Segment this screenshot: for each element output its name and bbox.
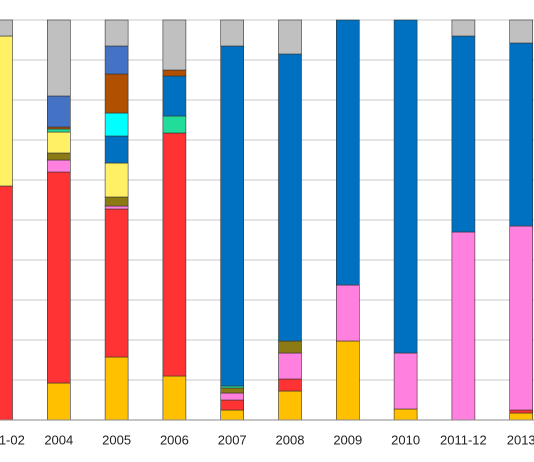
bar-segment: [162, 132, 187, 377]
x-tick-label: 2008: [276, 432, 305, 447]
bar-segment: [104, 112, 129, 137]
bar-segment: [104, 19, 129, 47]
x-tick-label: 2006: [160, 432, 189, 447]
bar-segment: [451, 19, 476, 37]
bar-segment: [278, 53, 302, 342]
x-tick-label: 2009: [333, 432, 362, 447]
x-tick-label: 2001-02: [0, 432, 25, 447]
bar-segment: [278, 19, 302, 55]
bar-segment: [509, 412, 534, 421]
bar-segment: [46, 19, 71, 97]
bar-segment: [335, 19, 360, 286]
bar-segment: [509, 19, 534, 44]
bar-segment: [162, 19, 187, 71]
bar-segment: [104, 196, 129, 207]
bar-segment: [220, 19, 244, 47]
bar-segment: [46, 95, 71, 128]
bar-segment: [104, 208, 129, 358]
bar-segment: [451, 231, 476, 421]
x-tick-label: 2013: [507, 432, 534, 447]
bar-segment: [104, 356, 129, 421]
x-tick-label: 2010: [391, 432, 420, 447]
bar-segment: [220, 409, 244, 421]
bar-segment: [278, 390, 302, 421]
bar-segment: [46, 131, 71, 154]
bar-segment: [393, 352, 418, 410]
bar-segment: [451, 35, 476, 233]
bar-segment: [104, 135, 129, 164]
bar-segment: [335, 340, 360, 421]
bar-segment: [509, 409, 534, 414]
bar-segment: [220, 392, 244, 401]
bar-segment: [104, 205, 129, 210]
bar-segment: [0, 19, 13, 37]
bar-segment: [104, 45, 129, 75]
bar-segment: [46, 159, 71, 173]
x-tick-label: 2011-12: [440, 432, 487, 447]
x-tick-label: 2005: [102, 432, 131, 447]
x-tick-label: 2007: [218, 432, 247, 447]
bar-segment: [220, 387, 244, 394]
bar-segment: [0, 185, 13, 421]
bar-segment: [104, 162, 129, 198]
bar-segment: [162, 375, 187, 421]
bar-segment: [220, 45, 244, 387]
bar-segment: [46, 382, 71, 421]
bar-segment: [46, 152, 71, 161]
bar-segment: [0, 35, 13, 187]
bar-segment: [162, 69, 187, 77]
bar-segment: [509, 225, 534, 411]
bar-segment: [46, 128, 71, 133]
bar-segment: [162, 115, 187, 134]
bar-segment: [335, 284, 360, 342]
bar-segment: [104, 73, 129, 114]
bar-segment: [393, 19, 418, 354]
bar-segment: [393, 408, 418, 421]
bar-segment: [162, 75, 187, 117]
x-tick-label: 2004: [44, 432, 73, 447]
bar-segment: [278, 352, 302, 380]
bar-segment: [220, 399, 244, 411]
bar-segment: [278, 378, 302, 392]
bar-segment: [509, 42, 534, 227]
bar-segment: [46, 171, 71, 384]
bar-segment: [278, 340, 302, 354]
bar-segment: [46, 126, 71, 130]
